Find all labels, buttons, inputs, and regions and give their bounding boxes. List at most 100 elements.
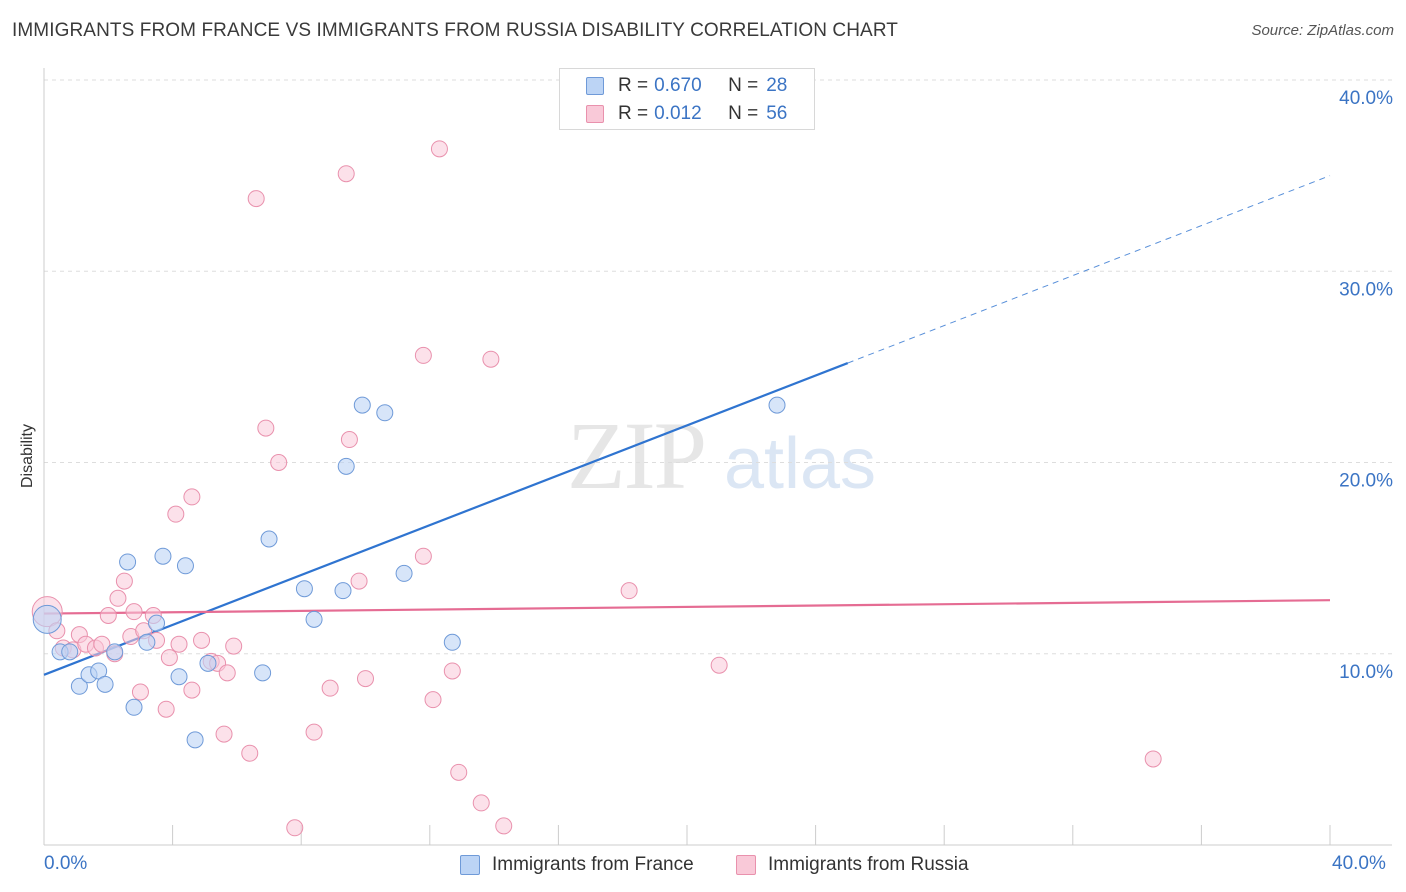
legend-row-france: R = 0.670 N = 28	[586, 75, 787, 97]
legend-r-value-france: 0.670	[654, 75, 702, 96]
legend-r-label: R =	[618, 75, 649, 96]
point-russia	[450, 763, 468, 781]
point-france	[395, 564, 413, 582]
point-france	[125, 698, 143, 716]
point-russia	[125, 603, 143, 621]
grid	[44, 79, 1392, 655]
axes	[43, 68, 1392, 846]
point-russia	[167, 505, 185, 523]
y-tick-labels: 10.0% 20.0% 30.0% 40.0%	[1339, 88, 1393, 683]
point-russia	[340, 431, 358, 449]
point-france	[337, 457, 355, 475]
point-france	[70, 677, 88, 695]
point-france	[334, 582, 352, 600]
trend-lines	[43, 175, 1331, 676]
point-france	[176, 557, 194, 575]
x-tick-label-max: 40.0%	[1332, 853, 1386, 874]
trendline-france	[43, 362, 849, 676]
point-france	[376, 404, 394, 422]
legend-n-label: N =	[728, 103, 759, 124]
point-russia	[620, 582, 638, 600]
point-russia	[482, 350, 500, 368]
point-russia	[115, 572, 133, 590]
legend-row-russia: R = 0.012 N = 56	[586, 103, 787, 125]
point-russia	[257, 419, 275, 437]
point-russia	[170, 635, 188, 653]
bottom-legend-russia: Immigrants from Russia	[736, 853, 969, 877]
point-france	[148, 614, 166, 632]
point-france	[260, 530, 278, 548]
y-axis-title: Disability	[19, 423, 36, 489]
point-france	[353, 396, 371, 414]
point-russia	[472, 794, 490, 812]
point-russia	[710, 656, 728, 674]
point-france	[154, 547, 172, 565]
legend: R = 0.670 N = 28 R = 0.012 N = 56	[559, 68, 815, 130]
watermark-zip: ZIP	[567, 402, 705, 509]
point-russia	[414, 346, 432, 364]
y-tick-label: 10.0%	[1339, 662, 1393, 683]
point-france	[186, 731, 204, 749]
point-france	[138, 633, 156, 651]
point-russia	[337, 165, 355, 183]
point-russia	[215, 725, 233, 743]
point-russia	[241, 744, 259, 762]
point-france	[96, 675, 114, 693]
bottom-legend-swatch-france	[460, 855, 480, 875]
point-russia	[93, 635, 111, 653]
point-russia	[424, 691, 442, 709]
point-russia	[157, 700, 175, 718]
point-france	[305, 610, 323, 628]
point-france	[106, 643, 124, 661]
legend-r-label: R =	[618, 103, 649, 124]
point-russia	[183, 681, 201, 699]
point-france	[443, 633, 461, 651]
legend-r-value-russia: 0.012	[654, 103, 702, 124]
point-russia	[286, 819, 304, 837]
point-france	[254, 664, 272, 682]
point-france	[170, 668, 188, 686]
point-russia	[357, 670, 374, 688]
x-tick-label-min: 0.0%	[44, 853, 88, 874]
point-russia	[414, 547, 432, 565]
point-russia	[350, 572, 368, 590]
legend-n-value-russia: 56	[766, 103, 788, 124]
point-russia	[99, 607, 117, 624]
chart-source: Source: ZipAtlas.com	[1251, 22, 1394, 39]
point-russia	[1144, 750, 1162, 768]
legend-swatch-russia	[586, 105, 604, 123]
point-france	[295, 580, 313, 598]
point-russia	[305, 723, 323, 741]
chart-title: IMMIGRANTS FROM FRANCE VS IMMIGRANTS FRO…	[12, 20, 899, 41]
point-russia	[218, 664, 236, 682]
point-russia	[495, 817, 513, 835]
bottom-legend-france: Immigrants from France	[460, 853, 694, 877]
point-russia	[247, 190, 265, 208]
point-russia	[160, 649, 178, 667]
point-france	[768, 396, 786, 414]
point-russia	[193, 631, 211, 649]
bottom-legend-label-france: Immigrants from France	[492, 854, 694, 875]
watermark: ZIP atlas	[567, 402, 876, 509]
point-russia	[183, 488, 201, 506]
legend-n-value-france: 28	[766, 75, 788, 96]
point-russia	[430, 140, 448, 158]
series-france	[32, 396, 786, 749]
trendline-russia	[43, 599, 1331, 615]
watermark-atlas: atlas	[724, 424, 876, 504]
bottom-legend-swatch-russia	[736, 855, 756, 875]
y-tick-label: 30.0%	[1339, 279, 1393, 300]
point-russia	[109, 589, 127, 607]
legend-swatch-france	[586, 77, 604, 95]
bottom-legend-label-russia: Immigrants from Russia	[768, 854, 969, 875]
point-france	[61, 643, 79, 661]
point-russia	[321, 679, 339, 697]
legend-n-label: N =	[728, 75, 759, 96]
point-russia	[225, 637, 243, 655]
point-france	[32, 604, 62, 634]
point-france	[199, 654, 217, 672]
trendline-france-extension	[847, 175, 1331, 364]
point-russia	[131, 683, 149, 701]
point-russia	[443, 662, 461, 680]
